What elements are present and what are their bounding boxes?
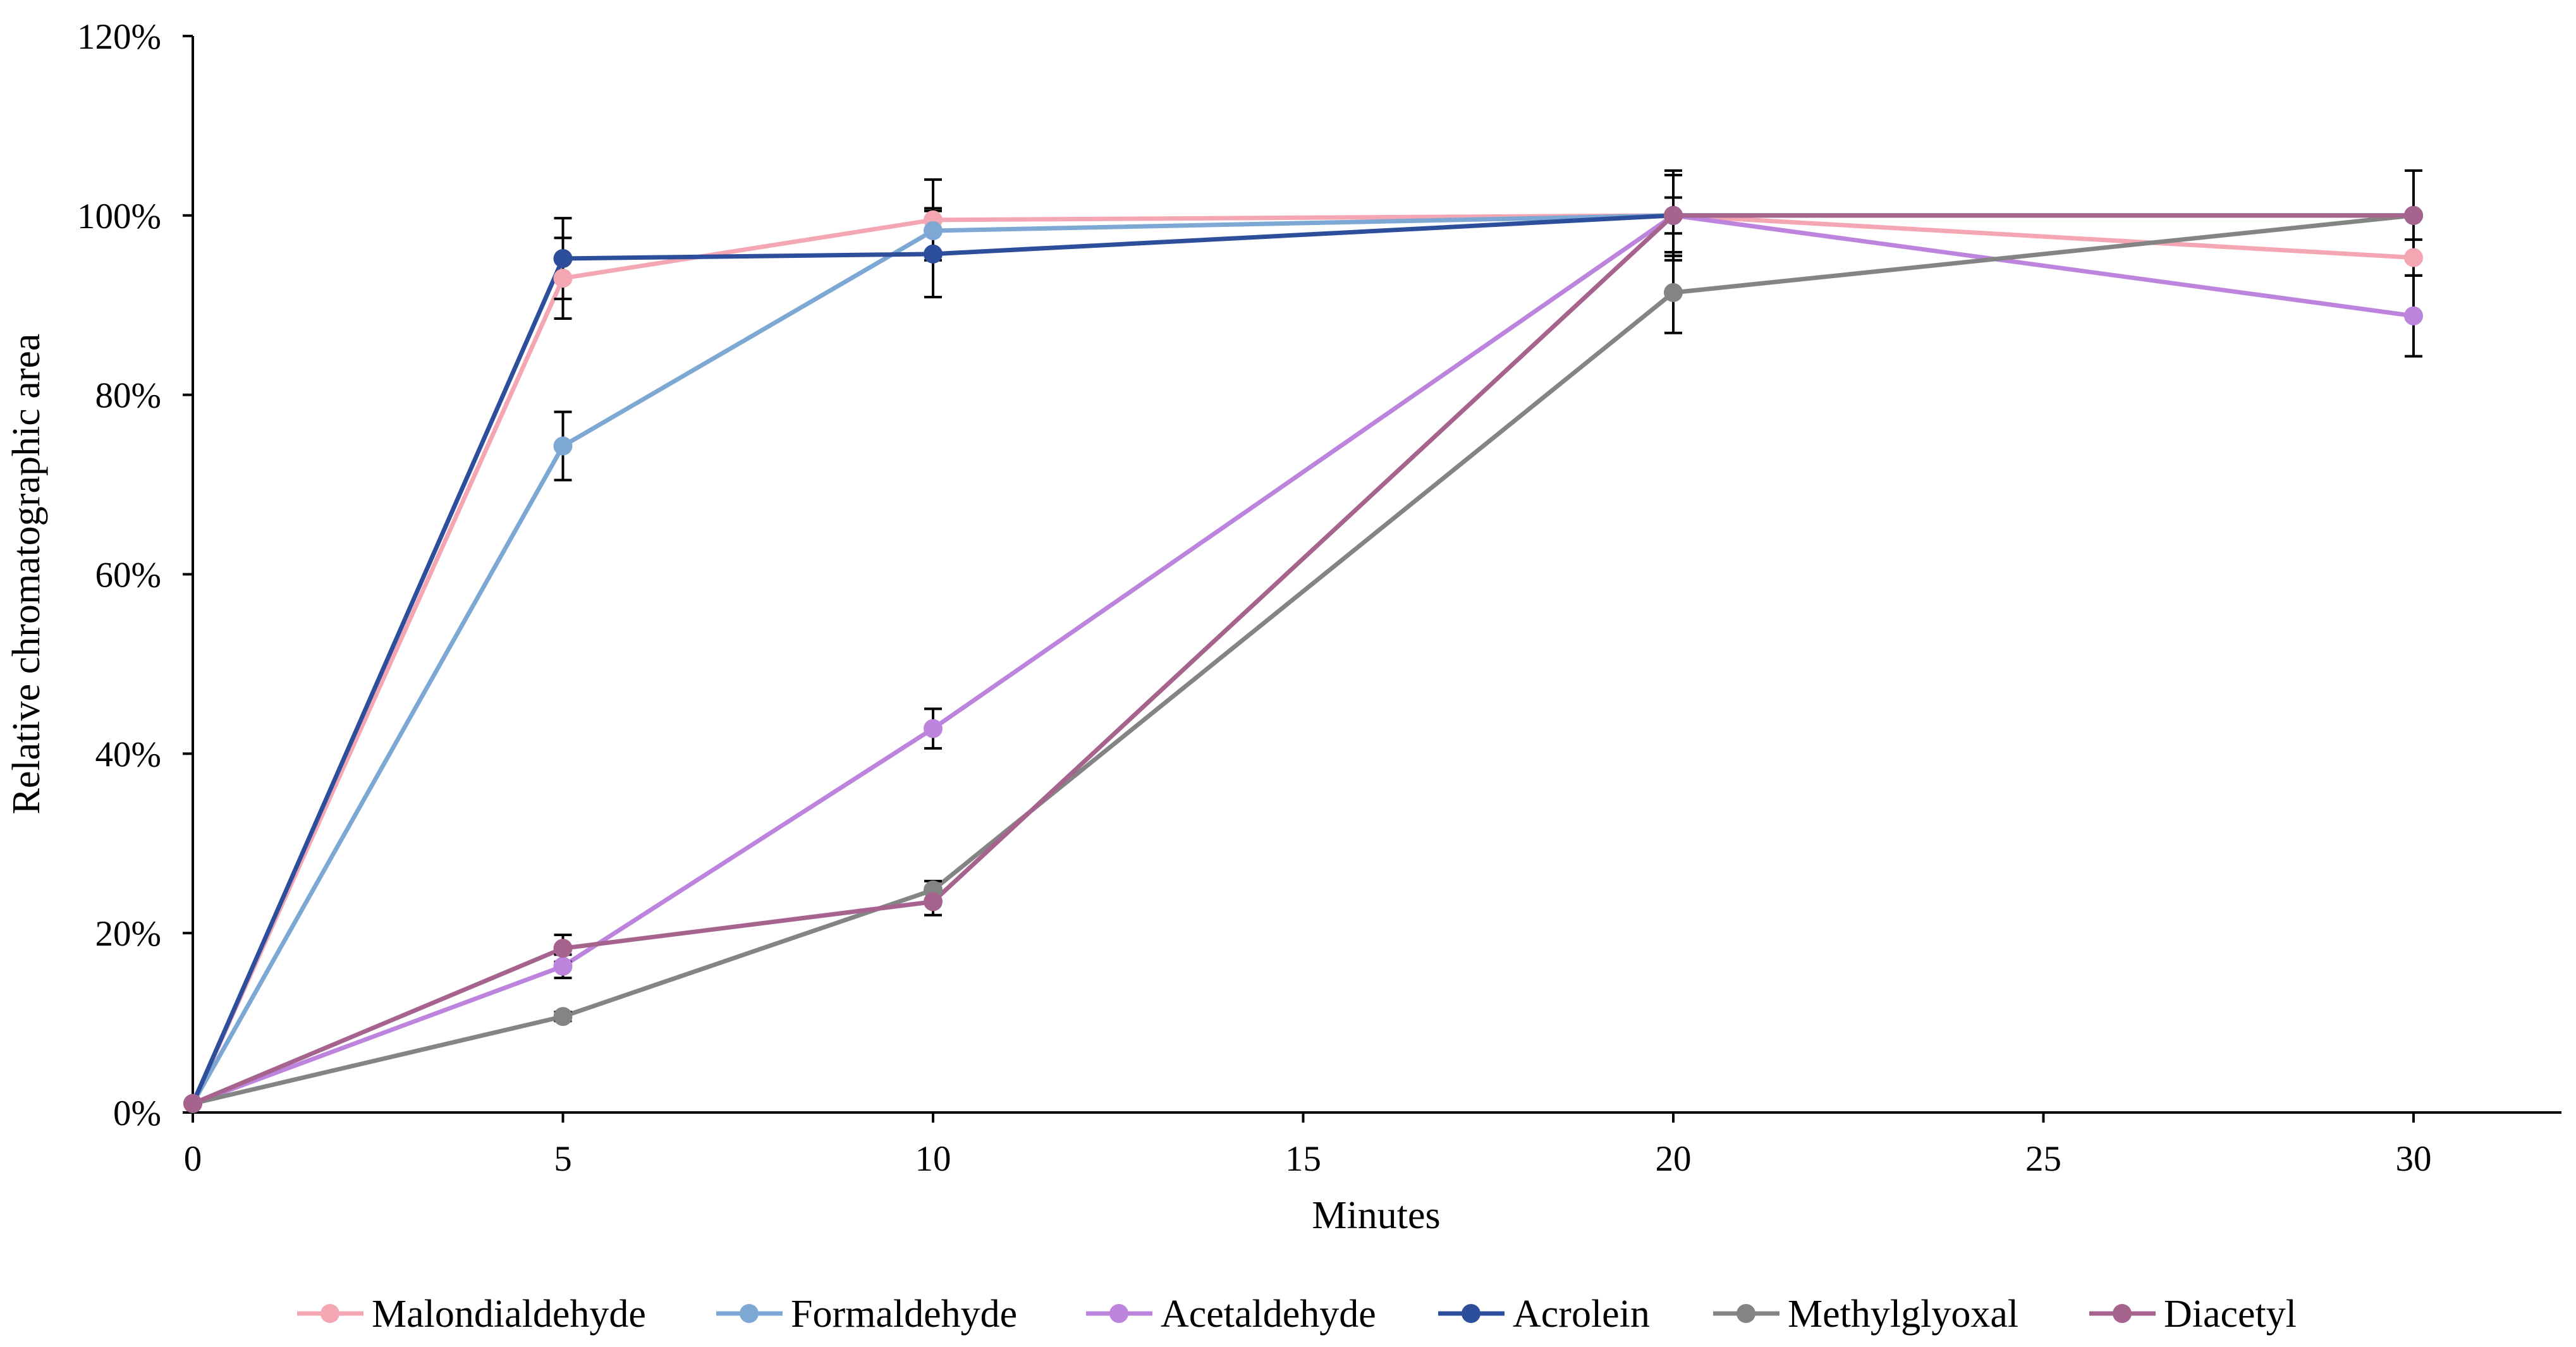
y-tick-label: 80% xyxy=(95,376,161,416)
data-point-formaldehyde xyxy=(553,436,573,456)
data-point-malondialdehyde xyxy=(553,269,573,288)
data-point-malondialdehyde xyxy=(2404,248,2423,267)
x-tick-label: 15 xyxy=(1285,1139,1321,1179)
data-point-methylglyoxal xyxy=(1664,283,1683,302)
legend-label: Malondialdehyde xyxy=(372,1293,646,1336)
error-bars xyxy=(554,169,2422,1023)
data-point-methylglyoxal xyxy=(553,1007,573,1027)
legend-label: Acrolein xyxy=(1513,1293,1650,1336)
y-axis-title: Relative chromatographic area xyxy=(5,334,48,815)
series-markers xyxy=(183,205,2423,1113)
legend-swatch-marker xyxy=(1462,1304,1480,1323)
x-tick-label: 25 xyxy=(2025,1139,2061,1179)
legend-swatch-marker xyxy=(2113,1304,2132,1323)
x-axis-title: Minutes xyxy=(1312,1194,1440,1237)
legend-swatch-marker xyxy=(740,1304,759,1323)
x-tick-label: 20 xyxy=(1656,1139,1692,1179)
series-line-formaldehyde xyxy=(190,213,2414,1105)
data-point-diacetyl xyxy=(2404,205,2423,225)
data-point-formaldehyde xyxy=(924,221,943,240)
legend-swatch-marker xyxy=(320,1304,339,1323)
data-point-diacetyl xyxy=(924,892,943,911)
y-tick-label: 60% xyxy=(95,556,161,595)
data-point-diacetyl xyxy=(1664,205,1683,225)
legend-item-acetaldehyde: Acetaldehyde xyxy=(1086,1293,1376,1336)
data-point-acrolein xyxy=(553,248,573,268)
y-tick-label: 100% xyxy=(77,197,161,236)
data-point-acrolein xyxy=(924,244,943,264)
y-tick-label: 120% xyxy=(77,17,161,57)
legend-item-formaldehyde: Formaldehyde xyxy=(716,1293,1017,1336)
legend-label: Acetaldehyde xyxy=(1161,1293,1376,1336)
series-line-acetaldehyde xyxy=(192,213,2414,1106)
axes xyxy=(192,36,2561,1114)
x-ticks: 0 5 10 15 20 25 30 xyxy=(184,1112,2432,1179)
data-point-acetaldehyde xyxy=(924,719,943,738)
x-tick-label: 10 xyxy=(915,1139,951,1179)
data-point-acetaldehyde xyxy=(553,956,573,976)
legend-item-diacetyl: Diacetyl xyxy=(2089,1293,2297,1336)
legend-item-acrolein: Acrolein xyxy=(1438,1293,1650,1336)
legend-swatch-marker xyxy=(1737,1304,1755,1323)
y-ticks: 0% 20% 40% 60% 80% 100% 120% xyxy=(77,17,193,1133)
series-line-acrolein xyxy=(190,213,2414,1105)
legend-label: Methylglyoxal xyxy=(1788,1293,2018,1336)
data-point-acetaldehyde xyxy=(2404,306,2423,326)
series-line-diacetyl xyxy=(192,213,2414,1106)
legend: Malondialdehyde Formaldehyde Acetaldehyde A… xyxy=(297,1293,2297,1336)
series-line-malondialdehyde xyxy=(190,213,2414,1105)
legend-label: Formaldehyde xyxy=(791,1293,1017,1336)
y-tick-label: 20% xyxy=(95,914,161,954)
legend-swatch-marker xyxy=(1109,1304,1128,1323)
data-point-diacetyl xyxy=(183,1094,202,1113)
legend-item-malondialdehyde: Malondialdehyde xyxy=(297,1293,646,1336)
x-tick-label: 5 xyxy=(554,1139,572,1179)
legend-item-methylglyoxal: Methylglyoxal xyxy=(1713,1293,2018,1336)
x-tick-label: 0 xyxy=(184,1139,202,1179)
series-lines xyxy=(190,213,2414,1106)
data-point-diacetyl xyxy=(553,939,573,958)
series-line-methylglyoxal xyxy=(192,213,2414,1106)
y-tick-label: 40% xyxy=(95,734,161,774)
legend-label: Diacetyl xyxy=(2164,1293,2297,1336)
x-tick-label: 30 xyxy=(2396,1139,2432,1179)
y-tick-label: 0% xyxy=(113,1094,161,1133)
